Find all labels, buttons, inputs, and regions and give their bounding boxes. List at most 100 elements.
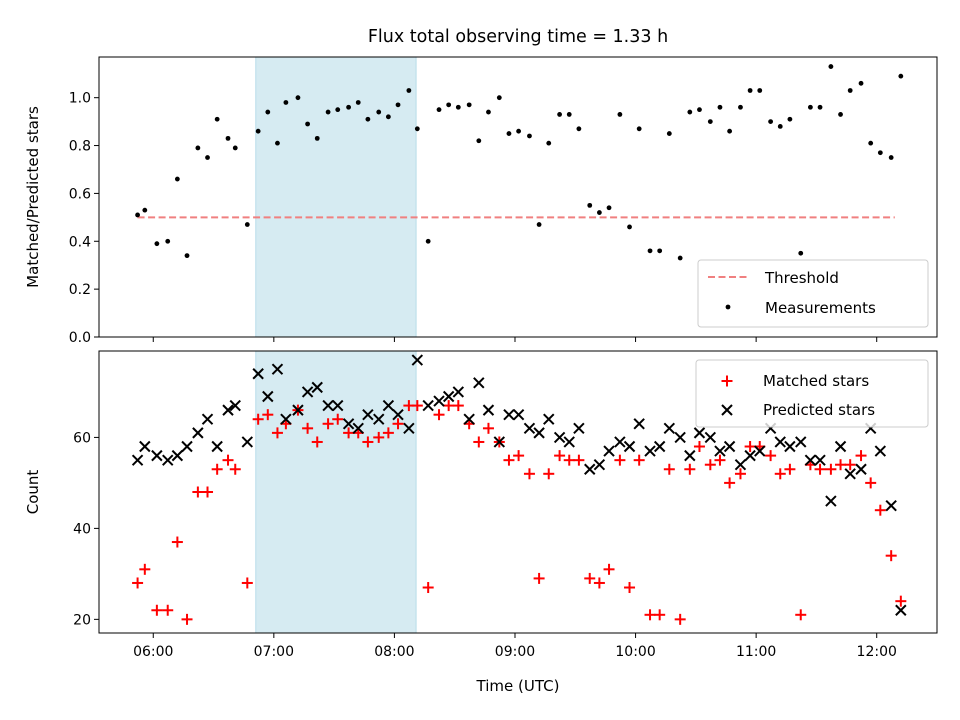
data-point xyxy=(192,427,204,439)
data-point xyxy=(373,413,385,425)
legend-predicted-swatch xyxy=(721,404,733,416)
data-point xyxy=(241,436,254,448)
data-point xyxy=(222,404,234,416)
data-point xyxy=(593,459,606,471)
data-point xyxy=(895,595,907,607)
y-tick-label: 60 xyxy=(73,430,91,446)
data-point xyxy=(817,104,823,110)
data-point xyxy=(563,436,575,448)
x-tick-label: 06:00 xyxy=(133,644,173,660)
data-point xyxy=(734,468,746,480)
data-point xyxy=(482,422,494,434)
data-point xyxy=(566,112,572,117)
data-point xyxy=(476,138,482,144)
data-point xyxy=(627,224,632,230)
data-point xyxy=(301,386,314,398)
top-panel: 0.0 0.2 0.4 0.6 0.8 1.0 Matched/Predicted star… xyxy=(24,56,938,346)
data-point xyxy=(142,207,148,213)
data-point xyxy=(382,427,394,439)
data-point xyxy=(784,440,796,453)
data-point xyxy=(181,440,193,453)
data-point xyxy=(636,126,642,132)
data-point xyxy=(314,135,320,141)
data-point xyxy=(433,409,445,421)
data-point xyxy=(162,454,174,466)
data-point xyxy=(546,140,552,146)
data-point xyxy=(747,88,753,93)
data-point xyxy=(362,436,374,448)
data-point xyxy=(503,454,515,466)
data-point xyxy=(693,441,705,453)
legend-predicted-label: Predicted stars xyxy=(763,401,875,419)
x-tick-label: 11:00 xyxy=(736,644,776,660)
data-point xyxy=(322,418,334,430)
plot-frame xyxy=(98,350,938,634)
data-point xyxy=(422,399,434,412)
data-point xyxy=(335,107,341,113)
data-point xyxy=(202,486,214,498)
data-point xyxy=(473,436,485,448)
data-point xyxy=(644,609,656,621)
data-point xyxy=(154,241,160,247)
y-tick-label: 20 xyxy=(73,612,91,628)
data-point xyxy=(255,128,261,134)
data-point xyxy=(684,449,696,462)
data-point xyxy=(543,413,555,425)
data-point xyxy=(844,459,856,471)
data-point xyxy=(553,431,566,444)
legend-matched-swatch xyxy=(721,375,733,387)
data-point xyxy=(663,422,676,435)
data-point xyxy=(687,109,693,115)
data-point xyxy=(512,408,525,421)
data-point xyxy=(593,577,605,589)
data-point xyxy=(563,454,575,466)
legend: Matched stars Predicted stars xyxy=(695,359,929,428)
data-point xyxy=(232,145,238,151)
y-axis-label: Matched/Predicted stars xyxy=(24,106,42,288)
data-point xyxy=(171,536,183,548)
x-tick-label: 08:00 xyxy=(374,644,414,660)
x-tick-label: 09:00 xyxy=(495,644,535,660)
data-point xyxy=(727,128,733,134)
data-point xyxy=(275,140,280,146)
data-point xyxy=(262,390,274,403)
data-point xyxy=(373,431,385,443)
data-point xyxy=(463,413,475,425)
data-point xyxy=(536,222,542,227)
data-point xyxy=(414,126,420,132)
data-point xyxy=(865,477,877,489)
data-point xyxy=(311,381,323,394)
data-point xyxy=(132,577,144,589)
data-point xyxy=(403,422,415,435)
data-point xyxy=(774,468,786,480)
legend-box xyxy=(695,359,929,428)
legend-measurements-label: Measurements xyxy=(765,299,876,317)
data-point xyxy=(674,431,686,444)
data-point xyxy=(895,604,907,616)
data-point xyxy=(744,449,756,462)
data-point xyxy=(734,459,747,471)
data-point xyxy=(795,609,807,621)
data-point xyxy=(446,102,452,108)
legend-threshold-label: Threshold xyxy=(764,269,839,287)
data-point xyxy=(765,450,777,462)
data-point xyxy=(523,422,536,435)
data-point xyxy=(229,463,241,475)
data-point xyxy=(633,454,645,466)
data-point xyxy=(697,107,702,113)
data-point xyxy=(195,145,201,151)
data-point xyxy=(225,135,231,141)
data-point xyxy=(596,210,602,215)
data-point xyxy=(584,572,596,584)
data-point xyxy=(858,80,864,86)
data-point xyxy=(262,409,274,421)
bottom-panel: 20 40 60 06:00 07:00 08:00 09:00 10:00 11:00 12:0… xyxy=(24,350,938,695)
data-point xyxy=(305,121,310,127)
y-tick-label: 0.4 xyxy=(69,234,91,250)
series-measurements xyxy=(135,64,904,261)
data-point xyxy=(131,454,144,466)
data-point xyxy=(280,413,292,425)
chart-title: Flux total observing time = 1.33 h xyxy=(368,27,668,47)
data-point xyxy=(322,399,334,412)
